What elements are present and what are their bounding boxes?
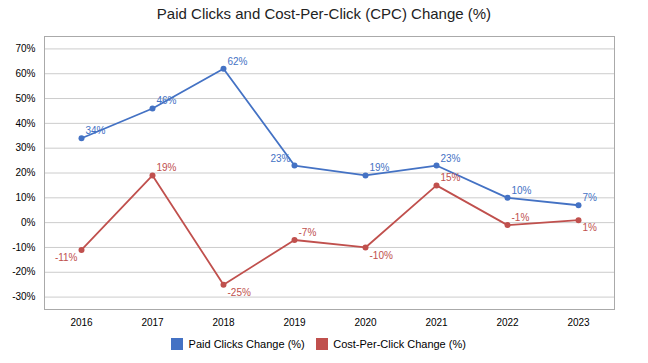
svg-text:19%: 19% — [157, 162, 177, 173]
html-text:Cost-Per-Click Change (%): Cost-Per-Click Change (%) — [333, 338, 466, 351]
svg-text:62%: 62% — [228, 56, 248, 67]
svg-text:2021: 2021 — [425, 317, 448, 328]
svg-text:2017: 2017 — [141, 317, 164, 328]
svg-text:-30%: -30% — [12, 291, 35, 302]
svg-text:1%: 1% — [583, 222, 598, 233]
html-text:Paid Clicks and Cost-Per-Click: Paid Clicks and Cost-Per-Click (CPC) Cha… — [156, 5, 492, 22]
svg-text:2022: 2022 — [496, 317, 519, 328]
svg-text:2019: 2019 — [283, 317, 306, 328]
svg-text:-7%: -7% — [299, 227, 317, 238]
svg-text:2020: 2020 — [354, 317, 377, 328]
svg-text:23%: 23% — [270, 153, 290, 164]
svg-text:-10%: -10% — [12, 242, 35, 253]
svg-text:-10%: -10% — [370, 250, 393, 261]
svg-text:60%: 60% — [15, 68, 35, 79]
svg-text:10%: 10% — [512, 185, 532, 196]
svg-text:46%: 46% — [157, 95, 177, 106]
svg-text:-1%: -1% — [512, 212, 530, 223]
svg-text:-11%: -11% — [55, 252, 78, 263]
svg-text:34%: 34% — [86, 125, 106, 136]
svg-text:2016: 2016 — [70, 317, 93, 328]
svg-text:15%: 15% — [441, 172, 461, 183]
svg-text:23%: 23% — [441, 153, 461, 164]
svg-text:30%: 30% — [15, 142, 35, 153]
svg-text:19%: 19% — [370, 162, 390, 173]
svg-text:7%: 7% — [583, 192, 598, 203]
svg-text:10%: 10% — [15, 192, 35, 203]
svg-text:-20%: -20% — [12, 266, 35, 277]
svg-text:0%: 0% — [21, 217, 36, 228]
svg-text:70%: 70% — [15, 43, 35, 54]
svg-text:50%: 50% — [15, 93, 35, 104]
svg-text:40%: 40% — [15, 118, 35, 129]
svg-text:2018: 2018 — [212, 317, 235, 328]
svg-text:-25%: -25% — [228, 287, 251, 298]
html-text:Paid Clicks Change (%): Paid Clicks Change (%) — [188, 338, 305, 351]
svg-text:2023: 2023 — [567, 317, 590, 328]
svg-text:20%: 20% — [15, 167, 35, 178]
